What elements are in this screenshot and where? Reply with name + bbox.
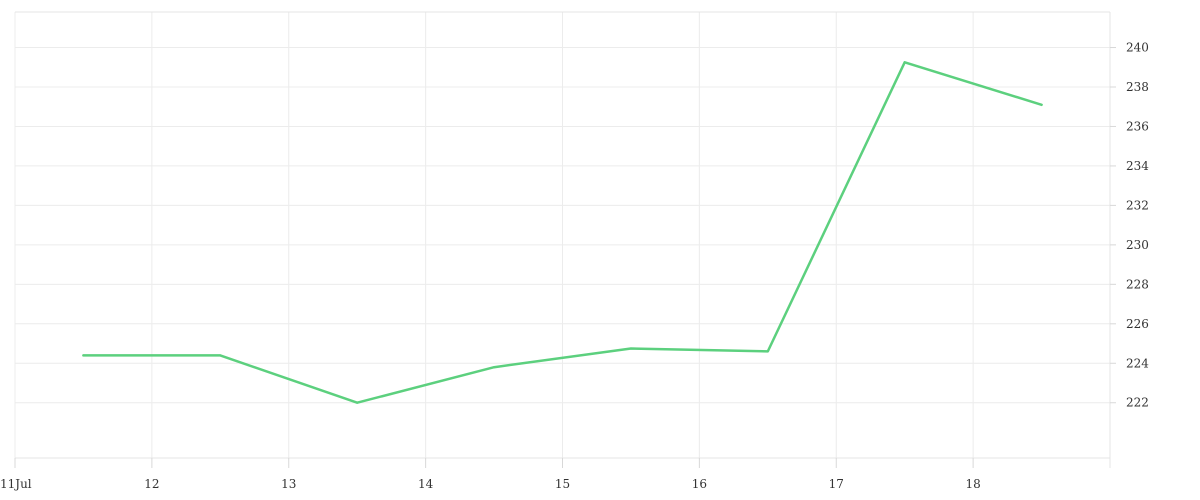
y-tick-label: 230: [1126, 238, 1149, 252]
y-axis-ticks: 222 224 226 228 230 232 234 236 238 240: [1110, 41, 1149, 410]
horizontal-gridlines: [15, 47, 1110, 404]
y-tick-label: 238: [1126, 80, 1149, 94]
y-tick-label: 226: [1126, 317, 1149, 331]
y-tick-label: 228: [1126, 277, 1149, 291]
y-tick-label: 236: [1126, 119, 1149, 133]
series-layer: [82, 61, 1043, 404]
x-tick-label: 16: [692, 477, 707, 491]
y-tick-label: 240: [1126, 41, 1149, 55]
y-tick-label: 222: [1126, 396, 1149, 410]
x-axis-ticks: 11Jul 12 13 14 15 16 17 18: [0, 458, 981, 491]
data-point: [903, 61, 906, 64]
data-point: [629, 347, 632, 350]
x-tick-label: 18: [965, 477, 980, 491]
y-tick-label: 232: [1126, 198, 1149, 212]
x-tick-label: 13: [281, 477, 296, 491]
x-tick-label: 11Jul: [0, 477, 32, 491]
data-point: [219, 354, 222, 357]
x-tick-label: 14: [418, 477, 434, 491]
x-tick-label: 17: [829, 477, 844, 491]
vertical-gridlines: [14, 12, 974, 458]
data-point: [493, 366, 496, 369]
data-point: [1040, 103, 1043, 106]
data-point: [82, 354, 85, 357]
x-tick-label: 15: [555, 477, 570, 491]
data-point: [356, 401, 359, 404]
series-line: [82, 61, 1043, 404]
y-tick-label: 234: [1126, 159, 1149, 173]
y-tick-label: 224: [1126, 356, 1149, 370]
data-point: [766, 350, 769, 353]
x-tick-label: 12: [144, 477, 159, 491]
